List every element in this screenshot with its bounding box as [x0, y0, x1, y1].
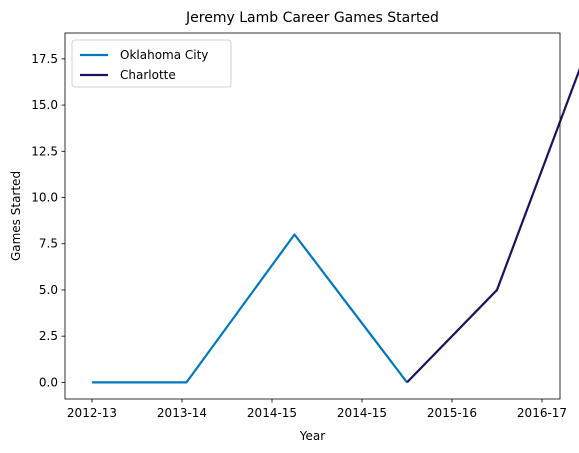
x-tick-label: 2016-17 [517, 406, 567, 420]
series-line-charlotte [406, 67, 579, 384]
legend-box [71, 39, 232, 88]
y-tick-label: 17.5 [31, 52, 58, 66]
y-tick-label: 10.0 [31, 191, 58, 205]
y-tick-label: 2.5 [39, 329, 58, 343]
y-tick-label: 15.0 [31, 98, 58, 112]
x-tick-label: 2013-14 [157, 406, 207, 420]
legend-label: Oklahoma City [120, 48, 208, 62]
chart-title: Jeremy Lamb Career Games Started [185, 10, 439, 26]
y-tick-label: 7.5 [39, 237, 58, 251]
axes-layer: 0.0 2.5 5.0 7.5 10.0 12.5 15.0 17.5 2012-13 2013-… [31, 32, 567, 420]
axes-frame [64, 32, 561, 400]
series-line-oklahoma-city [92, 233, 408, 384]
legend: Oklahoma City Charlotte [71, 39, 232, 88]
x-tick-label: 2015-16 [427, 406, 477, 420]
x-axis-label: Year [299, 429, 325, 443]
y-tick-label: 12.5 [31, 144, 58, 158]
legend-label: Charlotte [120, 68, 176, 82]
y-tick-label: 0.0 [39, 375, 58, 389]
series-layer [92, 67, 579, 384]
y-axis-label: Games Started [9, 171, 23, 261]
x-tick-label: 2012-13 [67, 406, 117, 420]
x-tick-label: 2014-15 [337, 406, 387, 420]
y-tick-label: 5.0 [39, 283, 58, 297]
x-tick-label: 2014-15 [247, 406, 297, 420]
